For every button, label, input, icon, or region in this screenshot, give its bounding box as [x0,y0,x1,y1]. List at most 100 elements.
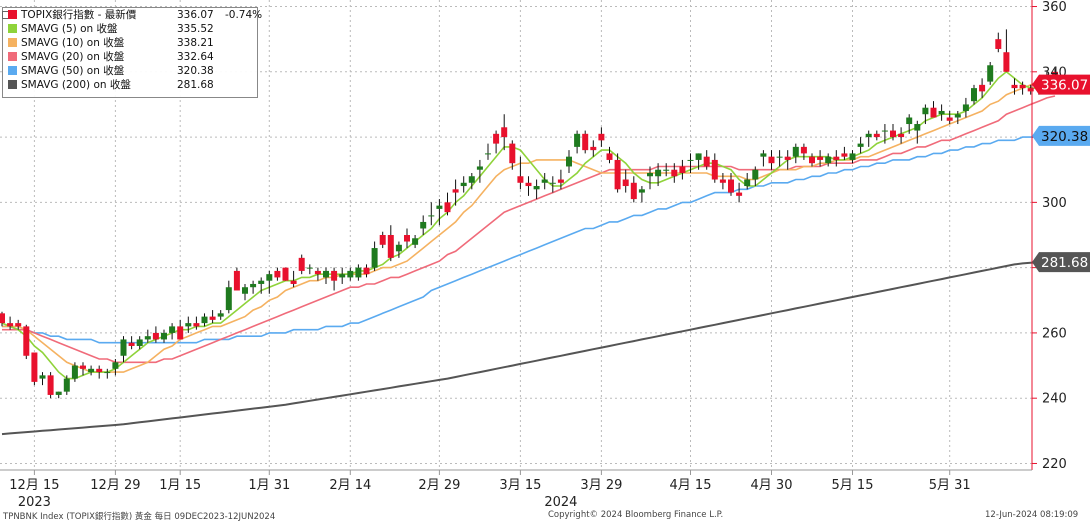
candle [428,202,435,226]
candle-body [136,339,143,346]
candle [128,336,135,350]
candle-body [71,365,78,379]
candle [663,163,670,177]
candle [962,97,969,118]
candle-body [436,205,443,209]
candles [0,29,1058,399]
candle-body [938,110,945,115]
candle-body [63,378,70,392]
candle-body [711,159,718,180]
candle-body [557,179,564,183]
candle-body [590,146,597,151]
candle [638,186,645,203]
y-tick-label: 220 [1042,457,1067,472]
candle-body [914,124,921,131]
candle [306,264,313,275]
candle-body [460,182,467,187]
candle-body [1027,88,1034,92]
candle [630,176,637,203]
legend-change: -0.74% [225,9,263,21]
candle [987,62,994,85]
candle [250,280,257,294]
candle-body [88,368,95,373]
legend-value: 336.07 [177,9,214,21]
candle-body [663,169,670,171]
legend-item: SMAVG (200) on 收盤 281.68 [3,78,257,92]
candle [387,225,394,262]
footer-copyright: Copyright© 2024 Bloomberg Finance L.P. [548,510,724,520]
legend-label: TOPIX銀行指數 - 最新價 [21,9,137,21]
candle-body [946,117,953,121]
candle [88,365,95,376]
candle [606,146,613,164]
candle-body [290,280,297,284]
candle [468,172,475,190]
candle-body [177,326,184,340]
candle [436,199,443,226]
candle [225,280,232,314]
candle [873,130,880,141]
candle-body [395,244,402,252]
candle-body [833,156,840,160]
candle-body [703,156,710,167]
candle-body [922,107,929,115]
legend-label: SMAVG (5) on 收盤 [21,23,118,35]
candle [525,176,532,196]
candle [1011,78,1018,95]
candle-body [687,159,694,161]
candle [881,124,888,144]
legend-item: SMAVG (10) on 收盤 338.21 [3,36,257,50]
candle-body [161,332,167,340]
candle [0,311,5,327]
candle [161,329,167,343]
candle-body [695,153,702,160]
candle [728,172,734,196]
candle-body [15,323,22,327]
candle-body [622,179,629,187]
candle-body [671,169,678,177]
legend-value: 332.64 [177,51,214,63]
candle-body [962,104,969,111]
candle-body [387,235,394,258]
candle-body [355,267,362,278]
candle [549,176,556,193]
legend-item: SMAVG (5) on 收盤 335.52 [3,22,257,36]
candle-body [96,368,103,373]
candle-body [647,172,653,177]
candle-body [768,156,775,164]
candle [679,159,686,180]
candle-body [809,156,815,164]
candle-body [323,270,329,278]
candle [347,267,354,281]
x-tick-label: 1月 15 [159,478,201,493]
candle-body [776,156,783,158]
candle-body [404,235,410,242]
candle [979,78,986,98]
candle [825,153,832,167]
candle [833,150,840,167]
candle [930,101,937,118]
candle [282,267,289,281]
sma50-line [2,135,1056,344]
candle-body [825,156,832,164]
candle-body [890,130,896,138]
x-tick-label: 5月 15 [832,478,874,493]
candle-body [954,114,961,118]
sma20-line [2,95,1056,364]
candle-body [55,391,62,395]
y-tick-label: 240 [1042,392,1067,407]
candle [922,104,929,125]
legend-swatch [8,80,17,89]
candle-body [987,65,994,82]
candle [971,84,977,105]
candle-body [274,270,281,278]
candle-body [841,153,848,157]
candle-body [655,169,662,177]
candle-body [144,336,151,340]
candle [120,336,127,363]
candle [898,127,905,144]
candle [169,323,176,340]
candle [7,316,14,330]
candle [574,130,581,154]
candle-body [250,283,257,288]
